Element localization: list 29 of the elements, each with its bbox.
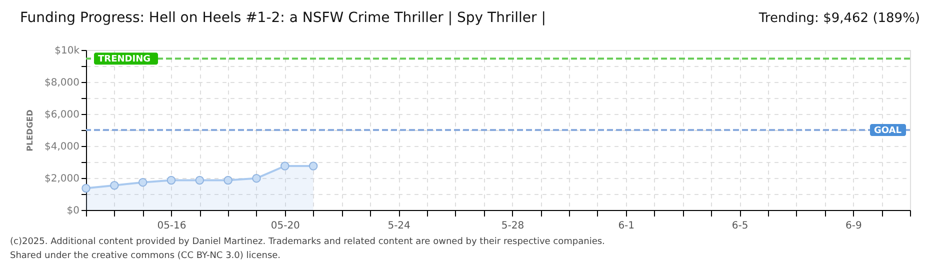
y-tick-label: $0 [66,206,80,216]
point [308,162,318,170]
y-tick-label: $4,000 [44,142,80,152]
x-tick-label: 6-9 [846,220,862,232]
point [138,178,148,187]
y-tick-label: $6,000 [44,110,80,120]
y-axis-title: PLEDGED [26,109,35,152]
point [280,162,290,170]
x-tick-label: 05-20 [270,220,300,232]
x-tick-label: 5-28 [501,220,524,232]
ref-line-label: TRENDING [98,54,150,65]
x-tick-label: 6-5 [732,220,748,232]
point [110,180,119,190]
point [252,174,261,183]
y-tick-label: $10k [54,46,80,56]
text: Trending: $9,462 (189%) [758,11,920,26]
point [82,184,90,193]
chart-title: Funding Progress: Hell on Heels #1-2: a NSFW Crime Thriller | Spy Thriller | [20,10,546,26]
ref-line-label: GOAL [874,126,902,136]
y-tick-label: $2,000 [44,174,80,184]
point [224,176,232,185]
text: (c)2025. Additional content provided by Daniel Martinez. Trademarks and related content are owned by their respective companies. [10,237,605,247]
y-tick-label: $8,000 [44,78,80,88]
x-tick-label: 5-24 [388,220,410,232]
point [166,176,176,185]
point [195,176,204,185]
x-tick-label: 6-1 [618,220,635,232]
x-tick-label: 05-16 [157,220,186,232]
text: Shared under the creative commons (CC BY-NC 3.0) license. [10,251,281,261]
